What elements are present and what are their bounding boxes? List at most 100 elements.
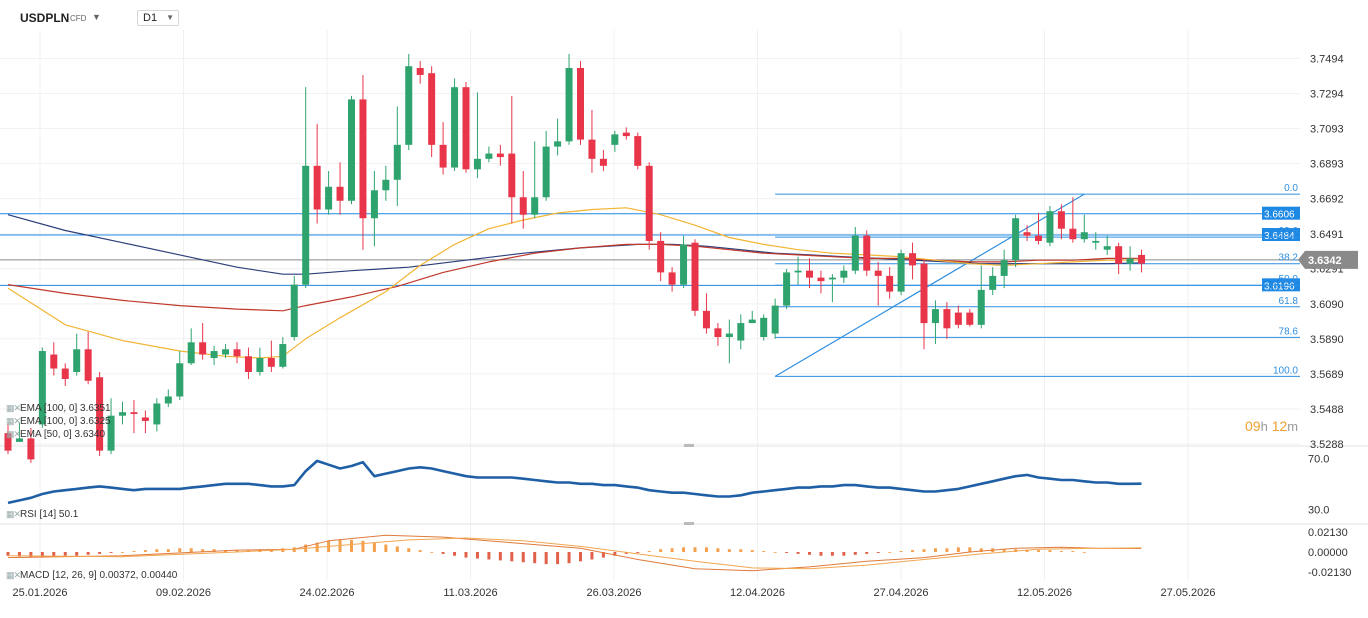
date-tick-label: 12.05.2026 xyxy=(1017,587,1072,599)
candle xyxy=(1023,225,1031,241)
ema-slow-line xyxy=(7,214,1142,275)
macd-bar xyxy=(659,549,663,552)
symbol-dropdown-icon[interactable]: ▼ xyxy=(92,12,101,22)
macd-bar xyxy=(1025,550,1029,552)
legend-ema1-text: EMA [100, 0] 3.6351 xyxy=(20,403,111,414)
candle xyxy=(473,92,481,179)
candle-body xyxy=(1115,246,1123,264)
macd-bar xyxy=(6,552,10,556)
macd-bar xyxy=(201,549,205,552)
candle-body xyxy=(645,165,653,241)
candle xyxy=(897,249,905,296)
candle-body xyxy=(886,275,894,292)
fib-level-label: 50.0 xyxy=(1279,274,1299,285)
candle xyxy=(382,165,390,201)
level-label: 3.6606 xyxy=(1264,210,1295,221)
macd-bar xyxy=(453,552,457,556)
candle xyxy=(840,265,848,283)
legend-macd: ▦✕MACD [12, 26, 9] 0.00372, 0.00440 xyxy=(6,570,177,581)
macd-bar xyxy=(888,552,892,553)
indicator-settings-icon[interactable]: ▦✕ xyxy=(6,509,21,519)
macd-bar xyxy=(601,552,605,558)
macd-bar xyxy=(407,548,411,552)
macd-bar xyxy=(556,552,560,565)
countdown-m-unit: m xyxy=(1287,419,1299,434)
candle-body xyxy=(554,141,562,147)
candle-body xyxy=(38,351,46,425)
candle xyxy=(267,340,275,373)
macd-bar xyxy=(647,551,651,552)
macd-bar xyxy=(762,551,766,552)
top-bar: USDPLN CFD ▼ D1 ▼ xyxy=(0,0,1368,36)
candle-body xyxy=(966,312,974,325)
candle xyxy=(954,305,962,329)
macd-bar xyxy=(773,552,777,553)
candle-body xyxy=(783,272,791,306)
indicator-settings-icon[interactable]: ▦✕ xyxy=(6,403,21,413)
candle-body xyxy=(462,87,470,170)
countdown-h-unit: h xyxy=(1260,419,1268,434)
candle-body xyxy=(84,349,92,381)
macd-bar xyxy=(704,547,708,552)
candle-body xyxy=(348,99,355,201)
candle-body xyxy=(393,144,401,180)
legend-ema2-text: EMA [100, 0] 3.6325 xyxy=(20,416,111,427)
indicator-settings-icon[interactable]: ▦✕ xyxy=(6,429,21,439)
candle-body xyxy=(702,310,710,329)
candle xyxy=(1057,204,1065,240)
candle xyxy=(599,150,607,172)
macd-bar xyxy=(361,540,365,552)
macd-bar xyxy=(1002,549,1006,552)
candle-body xyxy=(611,134,619,145)
candle-body xyxy=(141,417,149,421)
macd-bar xyxy=(395,546,399,552)
candle xyxy=(336,162,344,215)
symbol-type: CFD xyxy=(70,14,87,23)
countdown-hours: 09 xyxy=(1245,418,1261,434)
candle-body xyxy=(874,270,882,276)
indicator-settings-icon[interactable]: ▦✕ xyxy=(6,416,21,426)
candle-body xyxy=(725,333,733,338)
macd-bar xyxy=(418,550,422,552)
candle-body xyxy=(771,305,779,334)
candle xyxy=(531,141,539,219)
macd-bar xyxy=(40,552,44,558)
macd-bar xyxy=(29,552,33,558)
candle-body xyxy=(485,153,493,159)
macd-bar xyxy=(121,552,124,553)
candle-body xyxy=(806,270,813,278)
candle-body xyxy=(989,275,997,290)
candle xyxy=(405,53,413,151)
candle xyxy=(943,302,951,339)
candle xyxy=(279,337,287,369)
candle-body xyxy=(1012,218,1020,261)
candle xyxy=(302,87,310,289)
level-label-box xyxy=(1262,228,1300,242)
macd-bar xyxy=(533,552,537,564)
candle xyxy=(176,351,184,400)
candle xyxy=(645,162,653,250)
price-tick-label: 3.6692 xyxy=(1310,194,1344,206)
macd-bar xyxy=(487,552,491,560)
symbol-name[interactable]: USDPLN xyxy=(20,11,70,25)
indicator-settings-icon[interactable]: ▦✕ xyxy=(6,570,21,580)
timeframe-select[interactable]: D1 ▼ xyxy=(137,10,179,26)
candle-body xyxy=(336,186,344,201)
candle xyxy=(1126,246,1134,271)
candle-body xyxy=(15,438,23,442)
candle xyxy=(1000,249,1008,289)
macd-bar xyxy=(853,552,857,555)
candle xyxy=(519,171,527,229)
legend-macd-text: MACD [12, 26, 9] 0.00372, 0.00440 xyxy=(20,570,178,581)
macd-bar xyxy=(968,547,972,552)
rsi-line xyxy=(7,459,1142,505)
candle-body xyxy=(977,289,985,325)
date-tick-label: 12.04.2026 xyxy=(730,587,785,599)
macd-bar xyxy=(430,552,434,553)
macd-bar xyxy=(682,547,686,552)
candle xyxy=(760,314,768,341)
candle xyxy=(783,268,791,310)
legend-rsi-text: RSI [14] 50.1 xyxy=(20,509,79,520)
candle-body xyxy=(954,312,962,325)
